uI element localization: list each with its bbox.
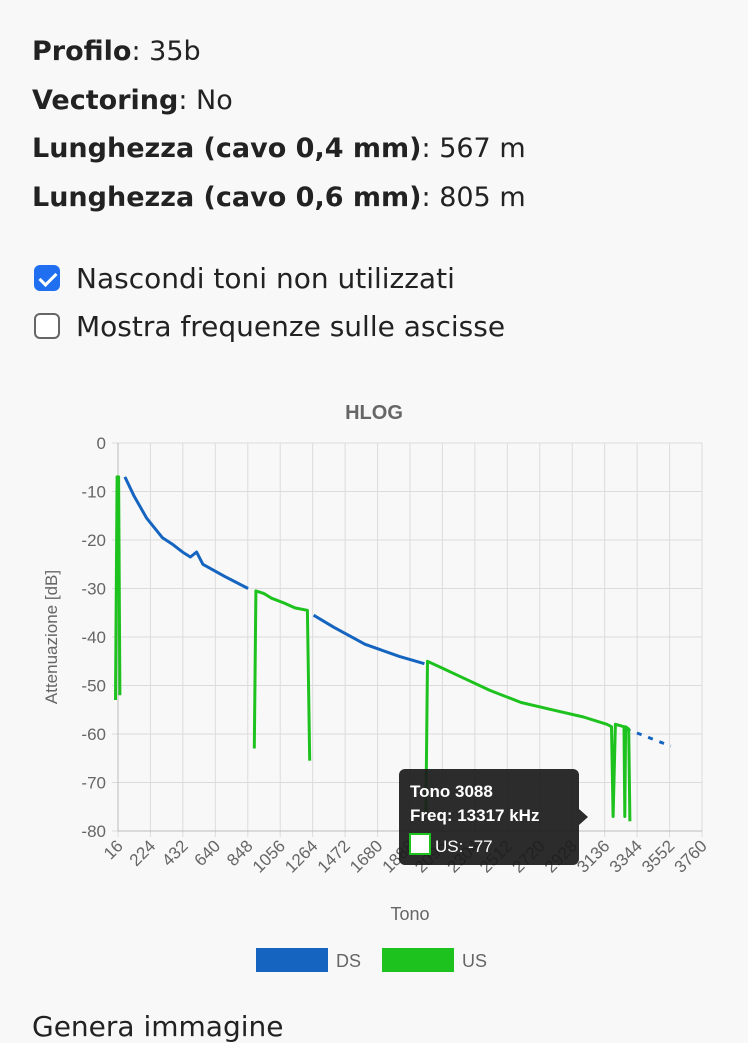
length-06-value: 805 m <box>439 181 526 213</box>
show-freq-label: Mostra frequenze sulle ascisse <box>76 309 506 343</box>
x-tick-label: 3136 <box>573 836 613 876</box>
x-tick-label: 1680 <box>346 836 386 876</box>
chart-series <box>114 475 672 822</box>
x-tick-label: 3760 <box>671 836 711 876</box>
length-04-row: Lunghezza (cavo 0,4 mm): 567 m <box>32 133 526 164</box>
hide-unused-checkbox[interactable] <box>34 265 60 291</box>
y-tick-label: -70 <box>81 774 106 793</box>
show-freq-option[interactable]: Mostra frequenze sulle ascisse <box>34 302 505 350</box>
line-info: Profilo: 35b Vectoring: No Lunghezza (ca… <box>32 28 526 222</box>
vectoring-value: No <box>196 84 233 116</box>
series-us-line <box>252 589 312 761</box>
y-tick-label: -50 <box>81 677 106 696</box>
x-tick-label: 1472 <box>314 836 354 876</box>
y-tick-label: -60 <box>81 725 106 744</box>
chart-tooltip: Tono 3088 Freq: 13317 kHz US: -77 <box>399 769 588 865</box>
x-tick-label: 432 <box>158 836 191 869</box>
tooltip-title: Tono 3088 <box>410 782 493 801</box>
length-06-label: Lunghezza (cavo 0,6 mm) <box>32 181 422 213</box>
chart-title: HLOG <box>345 402 403 424</box>
x-tick-label: 3552 <box>638 836 678 876</box>
x-tick-label: 640 <box>191 836 224 869</box>
profile-value: 35b <box>149 36 201 67</box>
x-tick-label: 1056 <box>249 836 289 876</box>
tooltip-swatch <box>409 833 431 855</box>
legend-swatch-ds <box>256 948 328 972</box>
y-tick-label: -80 <box>81 822 106 841</box>
length-04-value: 567 m <box>439 133 526 164</box>
series-us-line <box>424 659 632 822</box>
series-ds-line <box>625 727 672 748</box>
tooltip-item: US: -77 <box>435 837 493 856</box>
y-axis-ticks: 0 -10 -20 -30 -40 -50 -60 -70 -80 <box>81 434 106 841</box>
chart-options: Nascondi toni non utilizzati Mostra freq… <box>34 254 505 350</box>
y-tick-label: 0 <box>97 434 106 453</box>
profile-label: Profilo <box>32 36 132 67</box>
x-tick-label: 1264 <box>281 836 321 876</box>
legend-label-ds: DS <box>336 951 361 971</box>
hide-unused-option[interactable]: Nascondi toni non utilizzati <box>34 254 505 302</box>
x-axis-label: Tono <box>390 904 429 924</box>
y-tick-label: -30 <box>81 580 106 599</box>
tooltip-freq: Freq: 13317 kHz <box>410 806 539 825</box>
chart-legend: DS US <box>256 948 487 972</box>
length-06-row: Lunghezza (cavo 0,6 mm): 805 m <box>32 181 526 213</box>
series-ds-line <box>123 476 249 590</box>
y-tick-label: -10 <box>81 483 106 502</box>
vectoring-row: Vectoring: No <box>32 84 233 116</box>
hlog-chart: HLOG 0-10-20-30-40-50-60-70-80 162244326… <box>42 402 711 972</box>
legend-label-us: US <box>462 951 487 971</box>
show-freq-checkbox[interactable] <box>34 313 60 339</box>
y-tick-label: -40 <box>81 628 106 647</box>
legend-swatch-us <box>382 948 454 972</box>
y-axis-label: Attenuazione [dB] <box>42 570 61 704</box>
profile-row: Profilo: 35b <box>32 36 201 67</box>
series-ds-line <box>312 613 425 666</box>
length-04-label: Lunghezza (cavo 0,4 mm) <box>32 133 422 164</box>
x-tick-label: 3344 <box>606 836 646 876</box>
hide-unused-label: Nascondi toni non utilizzati <box>76 261 455 295</box>
x-tick-label: 224 <box>126 836 159 869</box>
series-us-line <box>114 475 122 701</box>
y-tick-label: -20 <box>81 531 106 550</box>
generate-image-link[interactable]: Genera immagine <box>32 1010 284 1043</box>
vectoring-label: Vectoring <box>32 84 179 116</box>
